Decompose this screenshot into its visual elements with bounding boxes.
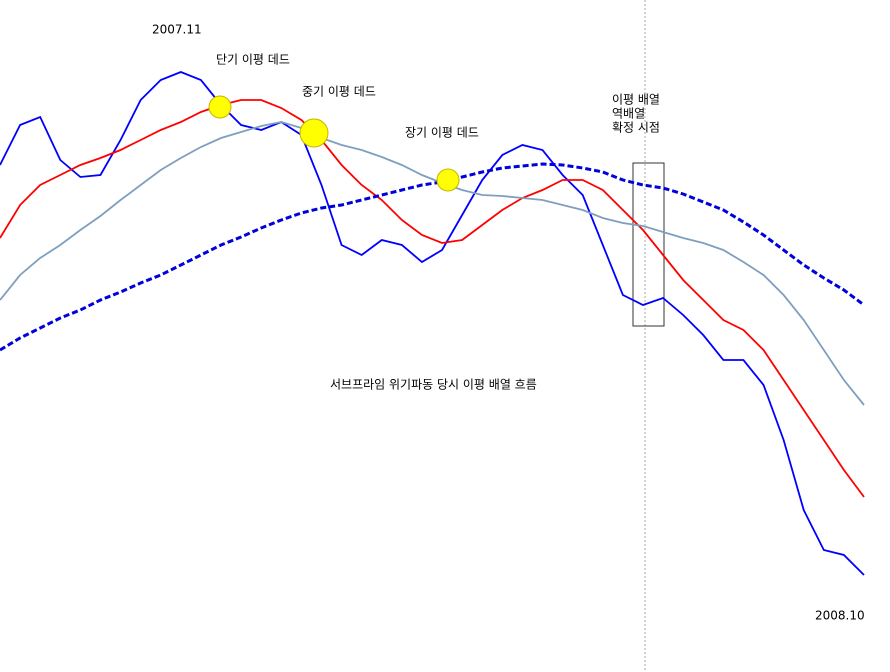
series-line (0, 121, 865, 406)
annotation: 단기 이평 데드 (216, 53, 290, 67)
annotation: 확정 시점 (612, 121, 660, 135)
end-label: 2008.10 (815, 609, 865, 623)
annotation: 역배열 (612, 107, 645, 121)
annotation: 서브프라임 위기파동 당시 이평 배열 흐름 (330, 378, 537, 392)
cross-marker (299, 118, 329, 148)
annotation: 중기 이평 데드 (302, 85, 376, 99)
highlight-box (632, 162, 665, 327)
cross-marker (436, 168, 460, 192)
annotation: 이평 배열 (612, 93, 660, 107)
start-label: 2007.11 (152, 23, 202, 37)
series-line (0, 71, 865, 576)
cross-marker (208, 95, 232, 119)
series-line (0, 99, 865, 498)
annotation: 장기 이평 데드 (405, 126, 479, 140)
